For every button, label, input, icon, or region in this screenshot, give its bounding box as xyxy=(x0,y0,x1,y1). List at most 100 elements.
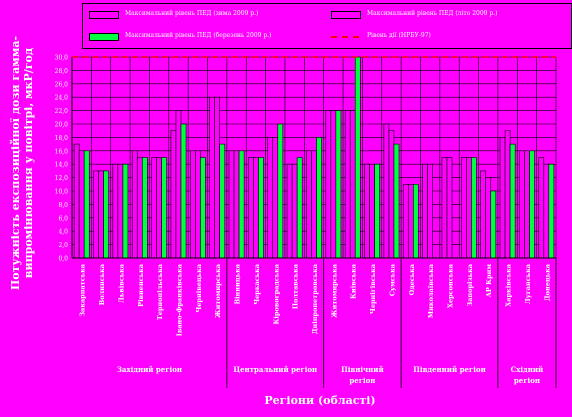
category-label: Луганська xyxy=(524,263,532,304)
bar-march xyxy=(354,56,361,259)
category-label: Одеська xyxy=(408,263,416,295)
bar-winter xyxy=(344,110,351,259)
bar-summer xyxy=(195,150,201,259)
bar-march xyxy=(219,143,226,259)
y-tick-label: 28,0 xyxy=(55,68,69,75)
bar-winter xyxy=(480,170,487,259)
bar-march xyxy=(490,190,497,259)
region-label: Центральний регіон xyxy=(233,365,317,374)
category-label: Волинська xyxy=(98,263,106,305)
bar-summer xyxy=(175,110,182,259)
bar-summer xyxy=(311,150,317,259)
y-tick-label: 0,0 xyxy=(58,256,68,263)
bar-summer xyxy=(253,157,259,259)
bar-winter xyxy=(267,137,274,259)
bar-summer xyxy=(156,157,162,259)
bar-winter xyxy=(286,163,293,259)
category-label: Вінницька xyxy=(234,263,242,304)
region-label: Північний xyxy=(341,365,384,374)
y-tick-label: 6,0 xyxy=(58,215,68,222)
bar-winter xyxy=(209,96,215,259)
region-label: регіон xyxy=(349,376,375,385)
y-tick-label: 22,0 xyxy=(55,108,69,115)
bar-summer xyxy=(330,110,337,259)
bar-winter xyxy=(441,157,448,259)
bar-winter xyxy=(151,157,157,259)
bar-summer xyxy=(504,130,511,259)
bar-winter xyxy=(248,157,254,259)
y-tick-label: 16,0 xyxy=(55,148,69,155)
category-label: АР Крим xyxy=(485,264,493,298)
bar-march xyxy=(238,150,245,259)
y-tick-label: 8,0 xyxy=(58,202,68,209)
bar-winter xyxy=(306,150,312,259)
category-label: Кіровоградська xyxy=(272,263,280,324)
bar-summer xyxy=(369,163,375,259)
bar-summer xyxy=(136,157,143,259)
axes: 0,0 2,0 4,0 6,0 8,0 10,0 12,0 14,0 16,0 18,0 20,0 2… xyxy=(55,55,556,263)
category-label: Тернопільська xyxy=(156,263,164,320)
bar-summer xyxy=(78,150,85,259)
bar-march xyxy=(316,137,322,259)
bar-summer xyxy=(272,137,279,259)
legend: Максимальний рівень ПЕД (зима 2009 р.) М… xyxy=(82,3,572,49)
bar-winter xyxy=(73,143,80,259)
category-label: Львівська xyxy=(117,263,125,303)
bar-winter xyxy=(422,163,428,259)
bar-winter xyxy=(499,137,506,259)
category-label: Рівненська xyxy=(137,263,145,307)
category-label: Житомирська xyxy=(214,263,222,318)
bar-march xyxy=(122,163,129,259)
bar-march xyxy=(335,110,342,259)
bar-march xyxy=(161,157,167,259)
bar-summer xyxy=(117,163,124,259)
legend-label: Максимальний рівень ПЕД (літо 2009 р.) xyxy=(367,10,498,17)
bar-summer xyxy=(214,96,221,259)
bar-winter xyxy=(383,123,390,259)
bar-winter xyxy=(189,150,196,259)
legend-label: Максимальний рівень ПЕД (березень 2009 р… xyxy=(125,32,272,39)
bar-winter xyxy=(402,184,409,259)
y-tick-label: 12,0 xyxy=(55,175,69,182)
region-label: Східний xyxy=(511,365,544,374)
bar-summer xyxy=(98,170,104,259)
legend-line xyxy=(331,36,359,38)
bar-march xyxy=(471,157,477,259)
y-tick-label: 26,0 xyxy=(55,81,69,88)
bar-march xyxy=(529,150,535,259)
region-label: Західний регіон xyxy=(117,365,182,374)
y-tick-label: 4,0 xyxy=(58,229,68,236)
bar-winter xyxy=(364,163,370,259)
bar-summer xyxy=(349,110,356,259)
y-tick-label: 24,0 xyxy=(55,95,69,102)
category-label: Чернігівська xyxy=(369,263,377,314)
bar-march xyxy=(509,143,516,259)
region-label: Південний регіон xyxy=(413,365,485,374)
bar-march xyxy=(548,163,555,259)
y-tick-label: 14,0 xyxy=(55,162,69,169)
y-axis-title: Потужність експозиційної дози гамма-випр… xyxy=(9,35,35,291)
bar-march xyxy=(141,157,148,259)
category-label: Івано-Франківська xyxy=(175,263,183,336)
category-label: Сумська xyxy=(388,263,396,296)
bar-winter xyxy=(112,163,119,259)
x-axis-title: Регіони (області) xyxy=(264,394,375,407)
bar-winter xyxy=(325,110,332,259)
category-label: Запорізька xyxy=(466,263,474,306)
bar-march xyxy=(258,157,264,259)
bar-march xyxy=(413,184,419,259)
category-label: Донецька xyxy=(543,263,551,301)
bars xyxy=(73,56,555,259)
bar-winter xyxy=(131,150,138,259)
bar-march xyxy=(296,157,303,259)
bar-summer xyxy=(427,163,433,259)
bar-summer xyxy=(543,163,550,259)
legend-swatch xyxy=(331,11,361,19)
bar-summer xyxy=(524,150,530,259)
region-labels: Західний регіон Центральний регіон Північн… xyxy=(117,258,557,388)
bar-winter xyxy=(519,150,525,259)
bar-march xyxy=(374,163,380,259)
category-label: Черкаська xyxy=(253,263,261,305)
bar-march xyxy=(180,123,187,259)
category-label: Харківська xyxy=(505,263,513,307)
